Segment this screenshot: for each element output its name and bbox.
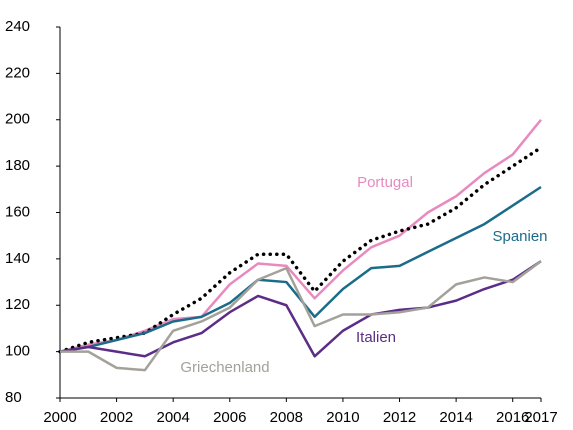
series-line — [59, 118, 542, 353]
x-tick-label: 2016 — [496, 409, 529, 426]
y-tick-label: 240 — [5, 18, 30, 35]
y-tick-label: 80 — [5, 389, 22, 406]
x-tick-label: 2004 — [156, 409, 189, 426]
y-tick-label: 140 — [5, 250, 30, 267]
series-line — [59, 185, 542, 353]
series-label: Portugal — [357, 174, 413, 191]
y-tick-label: 120 — [5, 296, 30, 313]
x-tick-label: 2006 — [213, 409, 246, 426]
x-tick-label: 2000 — [43, 409, 76, 426]
x-tick-label: 2012 — [383, 409, 416, 426]
x-tick-label: 2017 — [524, 409, 557, 426]
series-label: Spanien — [492, 228, 547, 245]
y-tick-label: 200 — [5, 111, 30, 128]
series-label: Griechenland — [180, 359, 269, 376]
series-label: Italien — [356, 329, 396, 346]
y-tick-label: 100 — [5, 343, 30, 360]
x-tick-label: 2008 — [270, 409, 303, 426]
y-tick-label: 220 — [5, 64, 30, 81]
y-tick-label: 160 — [5, 203, 30, 220]
x-tick-label: 2014 — [439, 409, 472, 426]
x-tick-label: 2010 — [326, 409, 359, 426]
x-tick-label: 2002 — [100, 409, 133, 426]
series-line — [60, 260, 542, 372]
series-line — [59, 260, 542, 358]
y-tick-label: 180 — [5, 157, 30, 174]
series-line — [58, 145, 543, 354]
